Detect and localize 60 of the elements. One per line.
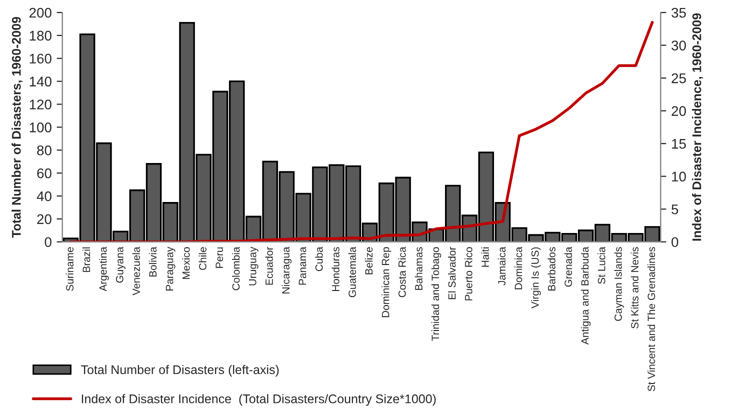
x-tick-label: Brazil bbox=[82, 247, 90, 272]
x-tick-label: Antigua and Barbuda bbox=[580, 246, 591, 345]
x-tick-label: Cuba bbox=[315, 246, 323, 272]
y-tick-label: 20 bbox=[37, 214, 52, 224]
y-tick-label: 40 bbox=[36, 191, 52, 202]
y-tick-label: 200 bbox=[30, 8, 52, 18]
x-tick-label: Costa Rica bbox=[398, 246, 406, 298]
x-tick-label: Grenada bbox=[564, 246, 572, 287]
y2-tick-label: 5 bbox=[672, 204, 678, 214]
y-tick-label: 140 bbox=[30, 76, 52, 86]
x-tick-label: Uruguay bbox=[249, 246, 258, 286]
x-tick-label: Guatemala bbox=[348, 246, 356, 298]
y2-tick-label: 0 bbox=[672, 237, 678, 248]
x-tick-label: Ecuador bbox=[265, 246, 273, 285]
y2-tick-label: 10 bbox=[672, 172, 686, 182]
y-tick-label: 120 bbox=[30, 100, 52, 110]
x-tick-label: Argentina bbox=[99, 246, 109, 292]
x-tick-label: Cayman Islands bbox=[614, 247, 624, 321]
x-tick-label: Bolivia bbox=[148, 246, 157, 277]
y2-tick-label: 30 bbox=[672, 40, 686, 50]
x-tick-label: Barbados bbox=[548, 247, 556, 290]
x-tick-label: Jamaica bbox=[498, 246, 506, 286]
x-tick-label: Peru bbox=[216, 247, 224, 268]
y-tick-label: 180 bbox=[30, 30, 52, 41]
x-tick-label: Paraguay bbox=[166, 246, 176, 290]
x-tick-label: Chile bbox=[198, 247, 206, 270]
x-tick-label: Honduras bbox=[332, 247, 340, 292]
x-tick-label: Nicaragua bbox=[282, 246, 292, 294]
x-tick-label: St Kitts and Nevis bbox=[630, 247, 638, 328]
line-series bbox=[69, 20, 654, 242]
y2-tick-label: 25 bbox=[672, 73, 686, 84]
x-tick-label: El Salvador bbox=[448, 246, 456, 300]
y-axis-title: Total Number of Disasters, 1960-2009 bbox=[12, 16, 23, 238]
x-tick-label: Trinidad and Tobago bbox=[431, 247, 442, 341]
y-tick-label: 0 bbox=[44, 237, 52, 248]
x-tick-label: Colombia bbox=[232, 246, 240, 290]
x-tick-label: Bahamas bbox=[414, 247, 422, 290]
x-tick-label: Suriname bbox=[66, 247, 74, 291]
legend-label: Index of Disaster Incidence (Total Disasters/Country Size*1000) bbox=[82, 394, 436, 406]
y-tick-label: 100 bbox=[30, 122, 52, 132]
legend-label: Total Number of Disasters (left-axis) bbox=[81, 364, 279, 377]
x-tick-label: Guyana bbox=[116, 246, 126, 283]
y2-tick-label: 15 bbox=[672, 139, 686, 149]
x-tick-label: Puerto Rico bbox=[464, 247, 472, 300]
x-tick-label: Belize bbox=[364, 247, 373, 274]
x-tick-label: Dominica bbox=[514, 246, 522, 290]
y2-tick-label: 20 bbox=[672, 106, 686, 116]
y2-tick-label: 35 bbox=[672, 8, 686, 18]
x-tick-label: Virgin Is (US) bbox=[531, 247, 541, 308]
y-tick-label: 80 bbox=[37, 145, 52, 156]
x-tick-label: Mexico bbox=[182, 247, 190, 279]
y2-axis-title: Index of Disaster Incidence, 1960-2009 bbox=[692, 13, 704, 241]
y-tick-label: 60 bbox=[37, 168, 52, 178]
x-tick-label: Venezuela bbox=[132, 246, 140, 296]
x-tick-label: St Vincent and The Grenadines bbox=[647, 247, 656, 392]
x-tick-label: Panama bbox=[298, 246, 306, 285]
y-tick-label: 160 bbox=[30, 54, 52, 64]
x-tick-label: Dominican Rep bbox=[382, 247, 392, 318]
x-tick-label: St Lucia bbox=[598, 246, 606, 284]
x-tick-label: Haiti bbox=[481, 247, 489, 267]
